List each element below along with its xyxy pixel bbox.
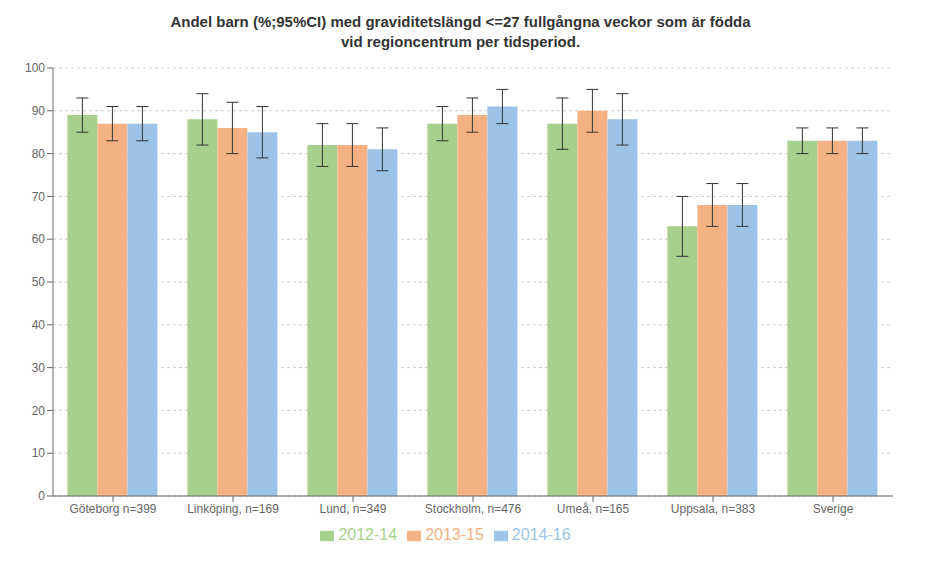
svg-text:40: 40 bbox=[32, 318, 46, 332]
svg-text:30: 30 bbox=[32, 361, 46, 375]
svg-text:0: 0 bbox=[38, 489, 45, 503]
svg-text:80: 80 bbox=[32, 147, 46, 161]
svg-text:Umeå, n=165: Umeå, n=165 bbox=[557, 502, 630, 516]
svg-text:60: 60 bbox=[32, 232, 46, 246]
html-text:vid regioncentrum per tidsperi: vid regioncentrum per tidsperiod. bbox=[340, 33, 581, 50]
svg-text:Sverige: Sverige bbox=[813, 502, 854, 516]
html-text:2013-15: 2013-15 bbox=[425, 526, 484, 543]
svg-text:90: 90 bbox=[32, 104, 46, 118]
svg-text:20: 20 bbox=[32, 404, 46, 418]
svg-text:Uppsala, n=383: Uppsala, n=383 bbox=[671, 502, 756, 516]
svg-text:Lund, n=349: Lund, n=349 bbox=[319, 502, 386, 516]
html-text:2014-16: 2014-16 bbox=[511, 526, 571, 543]
svg-text:Stockholm, n=476: Stockholm, n=476 bbox=[425, 502, 522, 516]
svg-text:100: 100 bbox=[25, 61, 45, 75]
svg-text:50: 50 bbox=[32, 275, 46, 289]
html-text:2012-14: 2012-14 bbox=[338, 526, 398, 543]
svg-text:70: 70 bbox=[32, 190, 46, 204]
html-text:Andel barn (%;95%CI) med gravi: Andel barn (%;95%CI) med graviditetsläng… bbox=[170, 13, 751, 30]
svg-text:10: 10 bbox=[32, 446, 46, 460]
svg-text:Linköping, n=169: Linköping, n=169 bbox=[187, 502, 279, 516]
svg-text:Göteborg n=399: Göteborg n=399 bbox=[69, 502, 156, 516]
